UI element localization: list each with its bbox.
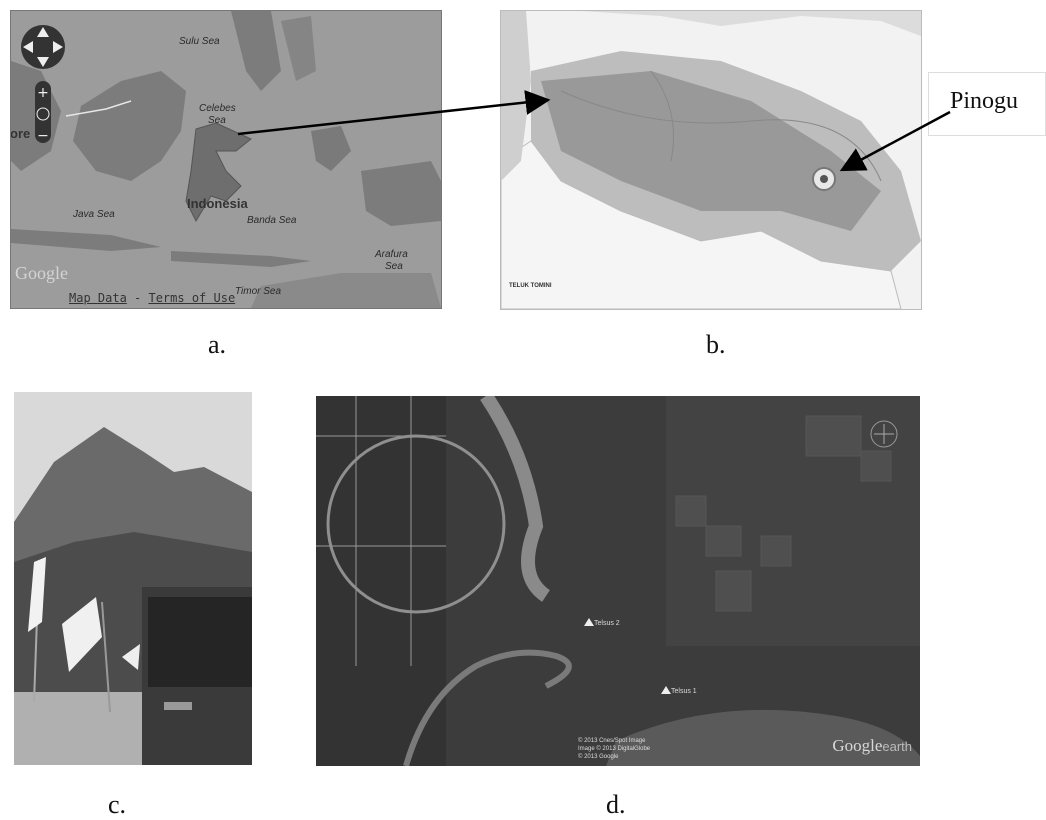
label-arafura-sea: Arafura bbox=[375, 249, 408, 260]
caption-b: b. bbox=[706, 330, 726, 359]
label-celebes-sea-2: Sea bbox=[208, 115, 226, 126]
label-ore: ore bbox=[10, 126, 31, 141]
satellite-panel-d: Telsus 2 Telsus 1 © 2013 Cnes/Spot Image… bbox=[316, 396, 920, 766]
photo-panel-c bbox=[14, 392, 252, 765]
regional-map-graphic bbox=[501, 11, 921, 309]
marker-label-telsus-2: Telsus 2 bbox=[594, 620, 620, 627]
label-sulu-sea: Sulu Sea bbox=[179, 36, 220, 47]
landscape-photo bbox=[14, 392, 252, 765]
map-text-teluk-tomini: TELUK TOMINI bbox=[509, 283, 552, 289]
copyright-line-3: © 2013 Google bbox=[578, 754, 619, 760]
label-timor-sea: Timor Sea bbox=[235, 286, 282, 297]
caption-d: d. bbox=[606, 790, 626, 819]
map-panel-b: TELUK TOMINI bbox=[500, 10, 922, 310]
callout-label-pinogu: Pinogu bbox=[950, 88, 1019, 114]
caption-a: a. bbox=[208, 330, 227, 359]
footer-separator: - bbox=[126, 291, 149, 305]
indonesia-map-graphic bbox=[11, 11, 441, 308]
copyright-line-1: © 2013 Cnes/Spot Image bbox=[578, 738, 646, 744]
svg-text:+: + bbox=[37, 85, 49, 101]
label-celebes-sea: Celebes bbox=[199, 103, 236, 114]
label-banda-sea: Banda Sea bbox=[247, 215, 297, 226]
label-arafura-sea-2: Sea bbox=[385, 261, 403, 272]
map-data-link[interactable]: Map Data bbox=[69, 291, 127, 305]
map-footer: Map Data - Terms of Use bbox=[69, 291, 235, 305]
satellite-image bbox=[316, 396, 920, 766]
map-panel-a: + − Sulu Sea Celebes Sea Indonesia Banda… bbox=[10, 10, 442, 309]
map-navigation-control[interactable]: + − bbox=[21, 17, 65, 147]
google-logo: Google bbox=[15, 263, 68, 283]
google-earth-logo: Googleearth bbox=[832, 736, 912, 755]
marker-label-telsus-1: Telsus 1 bbox=[671, 688, 697, 695]
caption-c: c. bbox=[108, 790, 127, 819]
label-indonesia: Indonesia bbox=[187, 196, 248, 211]
svg-text:−: − bbox=[37, 128, 49, 144]
label-java-sea: Java Sea bbox=[73, 209, 115, 220]
copyright-line-2: Image © 2013 DigitalGlobe bbox=[578, 746, 651, 752]
terms-of-use-link[interactable]: Terms of Use bbox=[148, 291, 236, 305]
